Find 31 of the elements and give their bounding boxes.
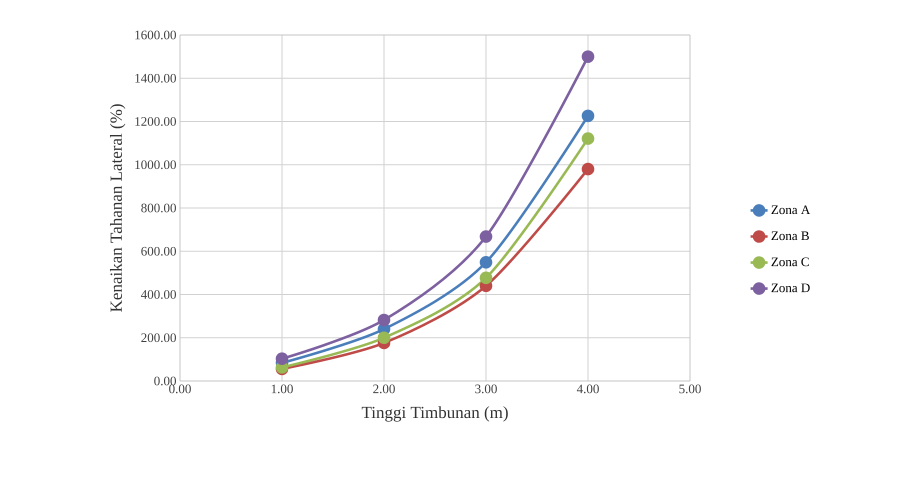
- x-tick-label: 3.00: [475, 384, 497, 394]
- x-axis-title: Tinggi Timbunan (m): [362, 406, 508, 422]
- y-tick-label: 1200.00: [135, 117, 176, 126]
- y-tick-label: 1000.00: [135, 160, 176, 170]
- point: [582, 132, 594, 145]
- point: [480, 272, 492, 284]
- legend-label: Zona B: [772, 232, 809, 240]
- x-tick-label: 2.00: [373, 384, 395, 394]
- y-tick-label: 600.00: [141, 246, 176, 256]
- legend-label: Zona A: [772, 205, 810, 214]
- point: [378, 314, 390, 326]
- legend-label: Zona C: [772, 257, 809, 266]
- y-tick-label: 1400.00: [135, 74, 176, 83]
- legend-label: Zona D: [772, 284, 810, 292]
- point: [480, 230, 492, 243]
- x-tick-label: 0.00: [169, 384, 191, 394]
- y-tick-label: 1600.00: [135, 30, 176, 40]
- y-tick-label: 400.00: [140, 290, 176, 299]
- y-tick-label: 0.00: [154, 376, 176, 386]
- point: [480, 256, 492, 269]
- point: [582, 162, 594, 176]
- point: [378, 331, 390, 344]
- point: [276, 352, 288, 366]
- point: [582, 110, 594, 122]
- x-tick-label: 1.00: [272, 384, 293, 394]
- y-axis-title: Kenaikan Tahanan Lateral (%): [110, 104, 126, 312]
- y-tick-label: 800.00: [141, 204, 176, 212]
- y-tick-label: 200.00: [141, 333, 176, 342]
- point: [582, 50, 594, 63]
- x-tick-label: 4.00: [576, 384, 599, 394]
- x-tick-label: 5.00: [679, 384, 701, 394]
